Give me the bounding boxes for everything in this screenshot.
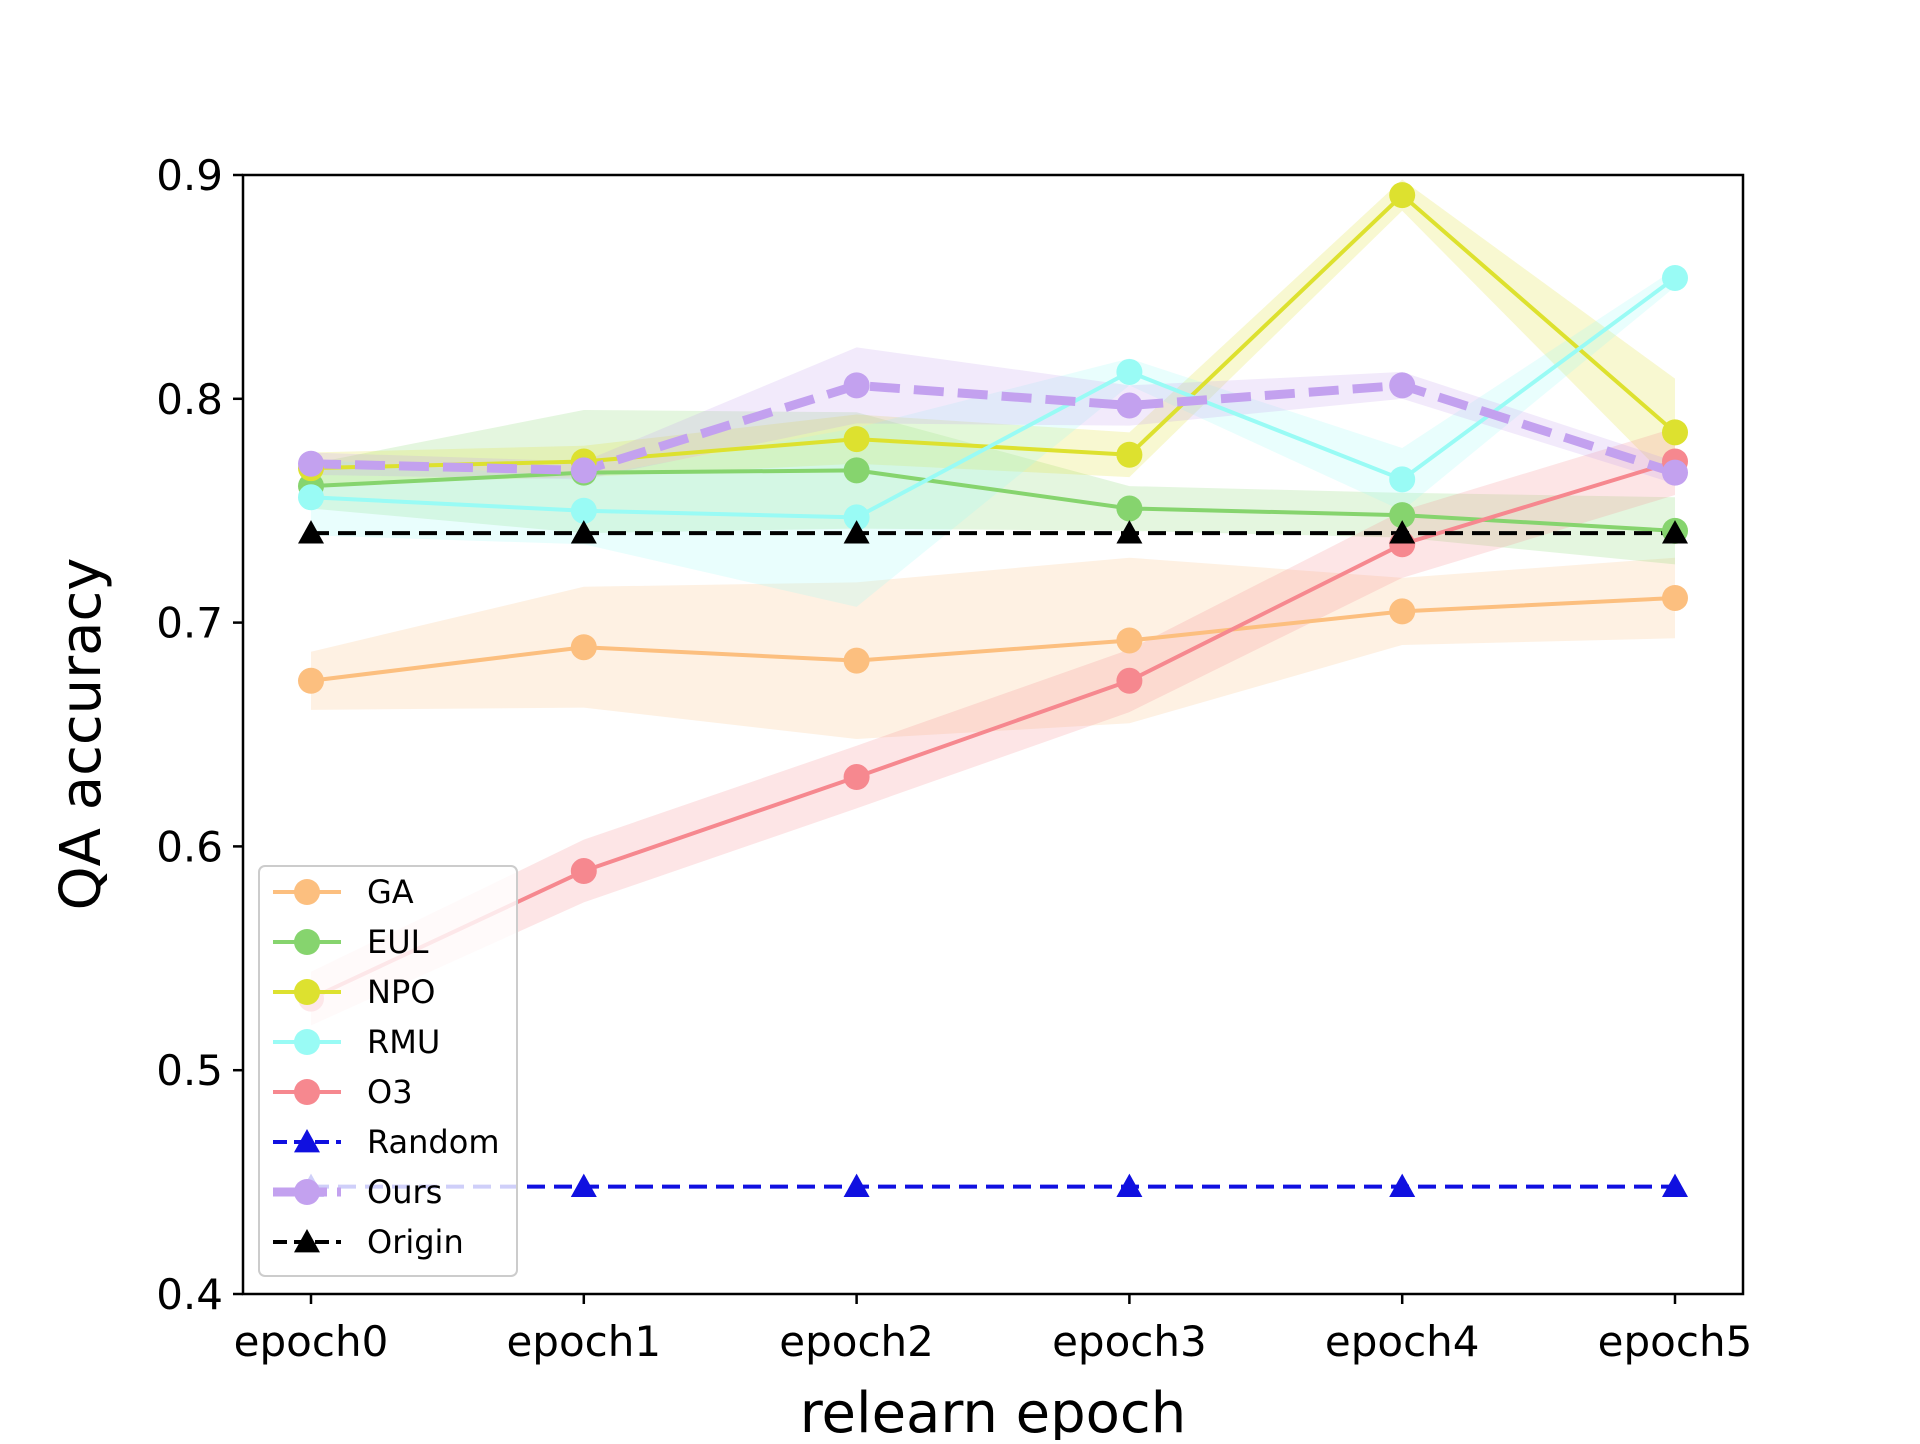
x-tick-label: epoch4 <box>1325 1317 1480 1366</box>
y-axis-title: QA accuracy <box>49 558 114 911</box>
x-tick-label: epoch1 <box>506 1317 661 1366</box>
y-tick-label: 0.8 <box>156 375 223 424</box>
series-lines <box>310 193 1677 1189</box>
legend-label: RMU <box>367 1023 440 1061</box>
plot-frame <box>241 173 1745 1296</box>
legend-label: GA <box>367 873 414 911</box>
legend-item-npo: NPO <box>273 973 435 1011</box>
legend-item-eul: EUL <box>273 923 429 961</box>
x-tick-label: epoch2 <box>779 1317 934 1366</box>
legend-label: O3 <box>367 1073 413 1111</box>
band-ga <box>311 557 1675 739</box>
point-ours-epoch3 <box>1116 392 1143 419</box>
x-axis-title: relearn epoch <box>800 1381 1186 1440</box>
x-tick-label: epoch0 <box>234 1317 389 1366</box>
x-tick-label: epoch5 <box>1598 1317 1753 1366</box>
y-tick-label: 0.9 <box>156 151 223 200</box>
series-line-eul <box>310 468 1676 533</box>
point-o3-epoch2 <box>843 764 870 791</box>
point-ours-epoch1 <box>570 457 597 484</box>
point-rmu-epoch5 <box>1662 264 1688 291</box>
point-origin-epoch1 <box>570 520 597 544</box>
legend-swatch-marker <box>294 1179 320 1205</box>
legend-swatch-marker <box>294 1129 320 1153</box>
band-rmu <box>311 268 1675 607</box>
point-ga-epoch0 <box>298 667 324 694</box>
point-random-epoch4 <box>1389 1173 1416 1197</box>
point-ours-epoch2 <box>843 372 870 399</box>
y-tick-label: 0.4 <box>156 1270 223 1319</box>
point-o3-epoch3 <box>1116 667 1143 694</box>
point-eul-epoch2 <box>843 457 870 484</box>
y-tick-label: 0.5 <box>156 1046 223 1095</box>
legend-label: EUL <box>367 923 429 961</box>
legend-swatch-marker <box>294 1029 320 1055</box>
legend-item-o3: O3 <box>273 1073 413 1111</box>
point-ga-epoch2 <box>843 647 870 674</box>
point-npo-epoch4 <box>1389 182 1416 209</box>
x-tick-label: epoch3 <box>1052 1317 1207 1366</box>
point-origin-epoch4 <box>1389 520 1416 544</box>
point-o3-epoch1 <box>570 858 597 885</box>
band-ours <box>311 347 1675 484</box>
point-rmu-epoch1 <box>570 497 597 524</box>
legend-label: Random <box>367 1123 499 1161</box>
legend: GA EUL NPO RMU O3 Random Ours Origin <box>258 865 518 1277</box>
x-axis: epoch0 epoch1 epoch2 epoch3 epoch4 epoch5 <box>234 1294 1753 1366</box>
point-ga-epoch3 <box>1116 627 1143 654</box>
point-origin-epoch0 <box>298 520 324 544</box>
legend-label: NPO <box>367 973 435 1011</box>
legend-swatch-marker <box>294 1079 320 1105</box>
point-random-epoch1 <box>570 1173 597 1197</box>
point-ours-epoch4 <box>1389 372 1416 399</box>
legend-box <box>258 865 518 1277</box>
legend-swatch-marker <box>294 1229 320 1253</box>
point-rmu-epoch4 <box>1389 466 1416 493</box>
point-origin-epoch3 <box>1116 520 1143 544</box>
point-npo-epoch5 <box>1662 419 1688 446</box>
point-ours-epoch5 <box>1662 459 1688 486</box>
legend-swatch-marker <box>294 929 320 955</box>
legend-item-random: Random <box>273 1123 499 1161</box>
series-markers <box>298 182 1688 1197</box>
point-origin-epoch2 <box>843 520 870 544</box>
legend-swatch-marker <box>294 979 320 1005</box>
point-ga-epoch1 <box>570 634 597 661</box>
point-ours-epoch0 <box>298 450 324 477</box>
point-rmu-epoch3 <box>1116 358 1143 385</box>
point-rmu-epoch2 <box>843 504 870 531</box>
point-rmu-epoch0 <box>298 484 324 511</box>
point-random-epoch2 <box>843 1173 870 1197</box>
point-npo-epoch2 <box>843 426 870 453</box>
point-eul-epoch3 <box>1116 495 1143 522</box>
point-random-epoch3 <box>1116 1173 1143 1197</box>
legend-label: Ours <box>367 1173 442 1211</box>
legend-label: Origin <box>367 1223 464 1261</box>
series-line-ours <box>310 380 1677 477</box>
point-eul-epoch4 <box>1389 502 1416 529</box>
point-origin-epoch5 <box>1662 520 1688 544</box>
point-random-epoch5 <box>1662 1173 1688 1197</box>
point-npo-epoch3 <box>1116 441 1143 468</box>
band-npo <box>311 179 1675 487</box>
legend-item-ga: GA <box>273 873 414 911</box>
point-ga-epoch4 <box>1389 598 1416 625</box>
y-tick-label: 0.6 <box>156 822 223 871</box>
series-line-rmu <box>310 276 1677 520</box>
legend-item-ours: Ours <box>273 1173 442 1211</box>
legend-swatch-marker <box>294 879 320 905</box>
series-line-ga <box>310 595 1676 683</box>
legend-item-rmu: RMU <box>273 1023 440 1061</box>
y-axis: 0.4 0.5 0.6 0.7 0.8 0.9 <box>156 151 243 1319</box>
series-line-o3 <box>310 459 1676 1001</box>
point-ga-epoch5 <box>1662 584 1688 611</box>
band-eul <box>311 409 1675 565</box>
legend-item-origin: Origin <box>273 1223 464 1261</box>
y-tick-label: 0.7 <box>156 599 223 648</box>
